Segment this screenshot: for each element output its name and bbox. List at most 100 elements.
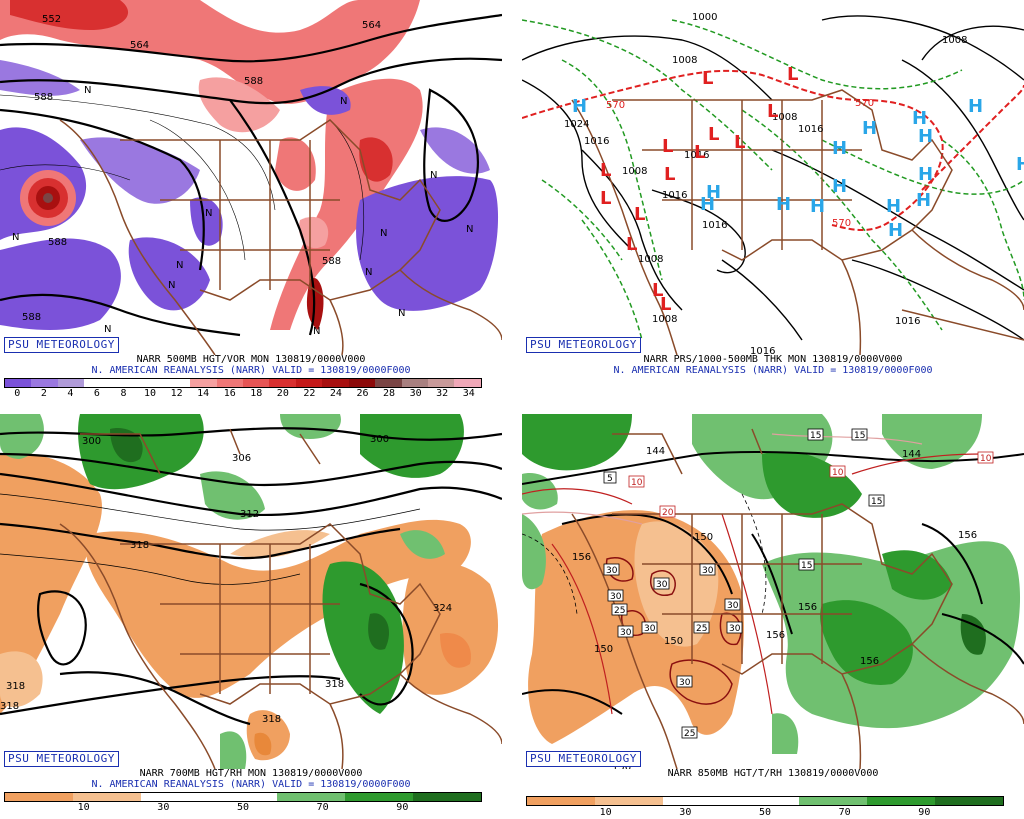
colorbar-swatch — [163, 379, 191, 387]
colorbar-tick-label: 8 — [120, 388, 127, 399]
colorbar-swatch — [141, 793, 209, 801]
high-pressure-marker: H — [912, 108, 927, 129]
low-pressure-marker: L — [708, 124, 719, 145]
contour-label: 588 — [34, 92, 53, 103]
colorbar — [4, 792, 482, 802]
credit-label: PSU METEOROLOGY — [526, 337, 641, 353]
high-pressure-marker: H — [572, 96, 587, 117]
contour-label: 552 — [42, 14, 61, 25]
high-pressure-marker: H — [862, 118, 877, 139]
low-pressure-marker: L — [626, 234, 637, 255]
temperature-box: 15 — [810, 431, 821, 441]
map-caption: NARR 850MB HGT/T/RH 130819/0000V000 — [667, 768, 879, 779]
colorbar-swatch — [110, 379, 138, 387]
temperature-box: 30 — [702, 566, 714, 576]
contour-label: 156 — [798, 602, 817, 613]
colorbar-swatch — [799, 797, 867, 805]
low-pressure-marker: L — [634, 204, 645, 225]
panel-500mb-vorticity: 552 564 564 588 588 588 588 588 N N N N … — [0, 0, 502, 405]
isobar-label: 1016 — [684, 150, 709, 161]
colorbar-swatch — [595, 797, 663, 805]
high-pressure-marker: H — [886, 196, 901, 217]
contour-label: 588 — [48, 237, 67, 248]
colorbar-tick-label: 30 — [409, 388, 422, 399]
colorbar-swatch — [209, 793, 277, 801]
valid-time-caption: N. AMERICAN REANALYSIS (NARR) VALID = 13… — [91, 365, 411, 376]
colorbar-tick-label: 26 — [356, 388, 369, 399]
colorbar-swatch — [5, 379, 32, 387]
colorbar-swatch — [867, 797, 935, 805]
vorticity-label: N — [84, 85, 91, 96]
temperature-box: 30 — [679, 678, 691, 688]
isobar-label: 1024 — [564, 119, 589, 130]
high-pressure-marker: H — [968, 96, 983, 117]
isobar-label: 1008 — [772, 112, 797, 123]
colorbar-swatch — [242, 379, 270, 387]
vorticity-label: N — [430, 170, 437, 181]
temperature-box: 30 — [727, 601, 739, 611]
credit-label: PSU METEOROLOGY — [4, 751, 119, 767]
contour-label: 306 — [232, 453, 251, 464]
colorbar-tick-label: 12 — [170, 388, 183, 399]
vorticity-label: N — [168, 280, 175, 291]
colorbar-swatch — [295, 379, 323, 387]
contour-label: 324 — [433, 603, 452, 614]
map-caption: NARR 700MB HGT/RH MON 130819/0000V000 — [139, 768, 363, 779]
vorticity-label: N — [205, 208, 212, 219]
valid-time-caption: N. AMERICAN REANALYSIS (NARR) VALID = 13… — [91, 779, 411, 790]
colorbar-tick-label: 28 — [383, 388, 396, 399]
vorticity-label: N — [104, 324, 111, 335]
temperature-box: 5 — [607, 474, 613, 484]
colorbar-swatch — [216, 379, 243, 387]
isobar-label: 1016 — [895, 316, 920, 327]
isobar-label: 1016 — [750, 346, 775, 355]
contour-label: 144 — [902, 449, 921, 460]
high-pressure-marker: H — [832, 176, 847, 197]
temperature-box: 30 — [656, 580, 668, 590]
colorbar-swatch — [84, 379, 111, 387]
temperature-box: 10 — [980, 454, 992, 464]
colorbar-tick-label: 70 — [838, 807, 851, 818]
low-pressure-marker: L — [660, 294, 671, 315]
high-pressure-marker: H — [1016, 154, 1024, 175]
colorbar-tick-label: 30 — [679, 807, 692, 818]
colorbar-swatch — [731, 797, 799, 805]
temperature-box: 30 — [610, 592, 622, 602]
high-pressure-marker: H — [918, 164, 933, 185]
colorbar-tick-label: 4 — [67, 388, 74, 399]
isobar-label: 1016 — [662, 190, 687, 201]
colorbar-swatch — [663, 797, 731, 805]
low-pressure-marker: L — [767, 101, 778, 122]
temperature-box: 25 — [684, 729, 695, 739]
colorbar-swatch — [527, 797, 595, 805]
thickness-label: 570 — [832, 218, 851, 229]
isobar-label: 1016 — [584, 136, 609, 147]
colorbar-swatch — [348, 379, 376, 387]
low-pressure-marker: L — [664, 164, 675, 185]
isobar-label: 1016 — [702, 220, 727, 231]
colorbar-tick-label: 22 — [303, 388, 316, 399]
vorticity-label: N — [466, 224, 473, 235]
colorbar-swatch — [454, 379, 481, 387]
colorbar-tick-label: 90 — [918, 807, 931, 818]
temperature-box: 25 — [696, 624, 707, 634]
colorbar-tick-label: 10 — [144, 388, 157, 399]
map-850mb: 144 144 156 150 150 150 156 156 156 156 … — [522, 414, 1024, 769]
contour-label: 588 — [322, 256, 341, 267]
contour-label: 300 — [370, 434, 389, 445]
high-pressure-marker: H — [810, 196, 825, 217]
colorbar-tick-label: 24 — [329, 388, 342, 399]
low-pressure-marker: L — [600, 160, 611, 181]
temperature-box: 30 — [620, 628, 632, 638]
isobar-label: 1008 — [652, 314, 677, 325]
low-pressure-marker: L — [694, 142, 705, 163]
contour-label: 318 — [262, 714, 281, 725]
colorbar — [4, 378, 482, 388]
temperature-box: 10 — [631, 478, 643, 488]
colorbar-swatch — [5, 793, 73, 801]
vorticity-label: N — [313, 326, 320, 337]
colorbar-tick-label: 34 — [462, 388, 475, 399]
colorbar-swatch — [413, 793, 481, 801]
contour-label: 156 — [766, 630, 785, 641]
colorbar-swatch — [190, 379, 217, 387]
